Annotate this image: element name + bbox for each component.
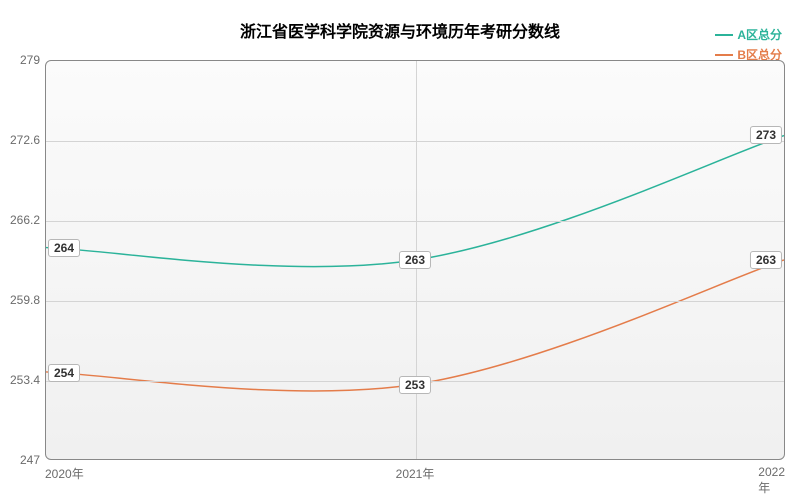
data-label: 263 xyxy=(399,251,431,269)
series-line xyxy=(46,260,784,391)
grid-line-h xyxy=(46,141,784,142)
data-label: 253 xyxy=(399,376,431,394)
y-tick-label: 253.4 xyxy=(0,373,40,387)
y-tick-label: 272.6 xyxy=(0,133,40,147)
legend-item-a: A区总分 xyxy=(715,26,782,43)
chart-container: 浙江省医学科学院资源与环境历年考研分数线 A区总分 B区总分 247253.42… xyxy=(0,0,800,500)
x-tick-label: 2022年 xyxy=(758,465,785,496)
y-tick-label: 247 xyxy=(0,453,40,467)
y-tick-label: 266.2 xyxy=(0,213,40,227)
series-line xyxy=(46,136,784,267)
data-label: 254 xyxy=(48,364,80,382)
data-label: 273 xyxy=(750,126,782,144)
y-tick-label: 279 xyxy=(0,53,40,67)
data-label: 264 xyxy=(48,239,80,257)
chart-title: 浙江省医学科学院资源与环境历年考研分数线 xyxy=(0,18,800,42)
grid-line-h xyxy=(46,301,784,302)
grid-line-h xyxy=(46,221,784,222)
data-label: 263 xyxy=(750,251,782,269)
x-tick-label: 2020年 xyxy=(45,465,84,482)
legend-marker-b xyxy=(715,54,733,56)
legend-label-a: A区总分 xyxy=(737,26,782,43)
legend-marker-a xyxy=(715,34,733,36)
x-tick-label: 2021年 xyxy=(396,465,435,482)
y-tick-label: 259.8 xyxy=(0,293,40,307)
